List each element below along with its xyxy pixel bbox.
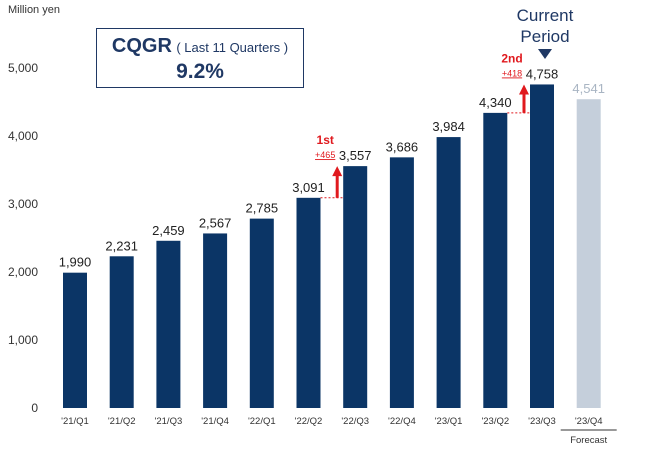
x-tick-label: '23/Q4: [575, 416, 603, 427]
forecast-label: Forecast: [570, 435, 607, 446]
current-period-label: Current Period: [505, 5, 585, 47]
y-tick-label: 4,000: [8, 129, 38, 143]
y-tick-label: 0: [31, 401, 38, 415]
cqgr-value: 9.2%: [176, 60, 224, 83]
x-tick-label: '23/Q1: [435, 416, 463, 427]
bar: [156, 240, 181, 408]
y-tick-label: 3,000: [8, 197, 38, 211]
x-tick-label: '23/Q2: [481, 416, 509, 427]
bar-value-label: 2,567: [199, 215, 232, 230]
current-period-marker-icon: [538, 49, 552, 59]
growth-rank-label: 2nd: [501, 51, 522, 65]
cqgr-title: CQGR: [111, 35, 172, 57]
growth-delta-label: +465: [315, 150, 335, 160]
bar-value-label: 2,785: [246, 201, 279, 216]
x-tick-label: '22/Q1: [248, 416, 276, 427]
bar-value-label: 4,541: [572, 81, 605, 96]
bar-value-label: 3,091: [292, 180, 325, 195]
bar: [63, 272, 87, 408]
current-period-line1: Current: [516, 6, 574, 25]
bar-value-label: 3,984: [432, 119, 465, 134]
current-period-line2: Period: [520, 27, 570, 46]
x-tick-label: '21/Q4: [201, 416, 229, 427]
y-axis-unit-label: Million yen: [8, 4, 60, 16]
bar: [249, 218, 274, 408]
bar-value-label: 3,557: [339, 148, 372, 163]
y-tick-label: 2,000: [8, 265, 38, 279]
bar: [483, 112, 508, 408]
bar-value-label: 2,459: [152, 223, 185, 238]
bar-value-label: 2,231: [105, 238, 138, 253]
cqgr-callout-box: CQGR ( Last 11 Quarters ) 9.2%: [96, 28, 304, 88]
bar: [203, 233, 228, 408]
x-tick-label: '22/Q4: [388, 416, 416, 427]
bar-value-label: 1,990: [59, 255, 92, 270]
bar: [296, 197, 321, 408]
x-tick-label: '22/Q2: [295, 416, 323, 427]
y-tick-label: 1,000: [8, 333, 38, 347]
x-tick-label: '23/Q3: [528, 416, 556, 427]
bar: [530, 84, 554, 409]
bar-value-label: 3,686: [386, 139, 419, 154]
bar-value-label: 4,758: [526, 66, 559, 81]
forecast-bar: [576, 99, 601, 408]
growth-delta-label: +418: [502, 68, 522, 78]
growth-rank-label: 1st: [317, 133, 334, 147]
bar: [436, 137, 461, 408]
x-tick-label: '21/Q2: [108, 416, 136, 427]
cqgr-period: ( Last 11 Quarters ): [176, 40, 289, 55]
cqgr-title-line: CQGR ( Last 11 Quarters ): [97, 35, 303, 58]
bar: [343, 166, 368, 408]
y-tick-label: 5,000: [8, 61, 38, 75]
bar: [109, 256, 134, 408]
x-tick-label: '21/Q3: [155, 416, 183, 427]
x-tick-label: '21/Q1: [61, 416, 89, 427]
bar: [389, 157, 414, 408]
growth-arrow-head-icon: [519, 84, 529, 95]
growth-arrow-head-icon: [332, 166, 343, 177]
x-tick-label: '22/Q3: [341, 416, 369, 427]
bar-value-label: 4,340: [479, 95, 512, 110]
